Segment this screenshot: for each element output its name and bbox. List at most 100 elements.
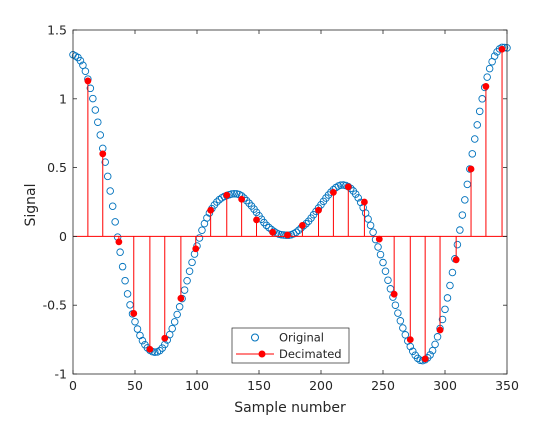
- original-point: [461, 196, 469, 204]
- original-point: [260, 218, 268, 227]
- x-tick-label: 100: [185, 378, 209, 393]
- decimated-point: [482, 83, 490, 90]
- y-axis-label: Signal: [23, 183, 39, 226]
- original-point: [379, 258, 387, 267]
- y-tick-label: -1: [55, 367, 67, 382]
- y-tick-label: -0.5: [43, 298, 67, 313]
- original-point: [156, 346, 164, 355]
- legend: Original Decimated: [231, 327, 350, 364]
- decimated-point: [223, 191, 231, 199]
- original-point: [103, 172, 112, 181]
- original-point: [183, 277, 191, 285]
- decimated-point: [253, 216, 260, 224]
- original-point: [76, 56, 85, 65]
- decimated-point: [452, 256, 460, 264]
- original-point: [198, 226, 206, 234]
- decimated-point: [329, 188, 337, 196]
- original-point: [101, 158, 109, 166]
- original-point: [401, 331, 410, 339]
- decimated-point: [207, 206, 215, 214]
- plot-area: [69, 43, 511, 365]
- original-point: [262, 221, 271, 230]
- original-point: [391, 301, 400, 309]
- series-decimated: [73, 45, 507, 363]
- x-tick-label: 150: [247, 378, 271, 393]
- original-point: [108, 202, 117, 211]
- original-point: [369, 228, 377, 237]
- original-point: [475, 107, 484, 116]
- decimated-point: [406, 336, 414, 344]
- original-point: [106, 187, 114, 195]
- original-point: [428, 346, 437, 355]
- original-point: [485, 64, 494, 73]
- axes: 0 50 100 150 200 250 300 350 -1 -0.5 0 0.5 1 1.5: [43, 23, 519, 394]
- original-point: [468, 150, 477, 158]
- x-tick-label: 350: [495, 378, 519, 393]
- original-point: [121, 276, 129, 285]
- x-tick-label: 300: [433, 378, 457, 393]
- original-point: [123, 290, 132, 298]
- original-point: [376, 250, 385, 259]
- original-point: [89, 94, 97, 103]
- original-point: [86, 84, 95, 93]
- decimated-point: [375, 235, 383, 243]
- original-point: [413, 354, 422, 363]
- original-point: [94, 118, 102, 126]
- original-point: [431, 340, 439, 349]
- original-point: [409, 347, 417, 356]
- x-axis-label: Sample number: [234, 400, 346, 416]
- decimated-point: [436, 326, 444, 334]
- original-point: [133, 325, 142, 333]
- original-point: [374, 243, 382, 251]
- original-point: [453, 240, 462, 249]
- original-point: [396, 317, 405, 325]
- original-point: [337, 181, 345, 189]
- decimated-point: [360, 198, 368, 206]
- original-point: [91, 106, 100, 114]
- decimated-point: [161, 334, 169, 342]
- decimated-point: [192, 245, 200, 253]
- original-point: [433, 333, 442, 341]
- decimated-point: [344, 183, 352, 191]
- original-point: [81, 67, 90, 76]
- y-tick-label: 0: [59, 229, 67, 244]
- original-point: [366, 221, 375, 230]
- y-tick-label: 1.5: [47, 23, 67, 38]
- y-tick-label: 1: [59, 91, 67, 106]
- original-point: [185, 267, 194, 275]
- original-point: [443, 294, 452, 302]
- decimated-point: [421, 355, 429, 363]
- original-point: [213, 198, 221, 206]
- original-point: [170, 318, 179, 326]
- original-point: [175, 303, 184, 311]
- decimated-point: [130, 310, 138, 317]
- decimated-point: [315, 206, 322, 214]
- original-point: [292, 228, 300, 237]
- x-tick-label: 250: [371, 378, 395, 393]
- legend-marker-original: [251, 333, 259, 342]
- decimated-point: [99, 150, 107, 158]
- original-point: [230, 189, 238, 198]
- legend-box: [231, 327, 350, 364]
- decimated-point: [238, 195, 246, 203]
- decimated-point: [390, 290, 398, 298]
- decimated-point: [177, 294, 185, 302]
- decimated-point: [498, 45, 506, 53]
- legend-label-original: Original: [279, 331, 324, 345]
- original-point: [456, 226, 464, 234]
- original-point: [448, 268, 457, 277]
- original-point: [384, 276, 392, 284]
- original-point: [111, 218, 119, 226]
- original-point: [441, 305, 449, 314]
- original-point: [168, 324, 176, 333]
- original-point: [138, 336, 147, 345]
- x-tick-label: 0: [69, 378, 77, 393]
- original-point: [490, 52, 499, 60]
- original-point: [381, 267, 390, 275]
- legend-marker-decimated: [258, 350, 266, 358]
- original-point: [265, 223, 273, 232]
- decimated-point: [84, 77, 92, 85]
- original-point: [351, 190, 360, 198]
- legend-entry-original: Original: [251, 331, 324, 345]
